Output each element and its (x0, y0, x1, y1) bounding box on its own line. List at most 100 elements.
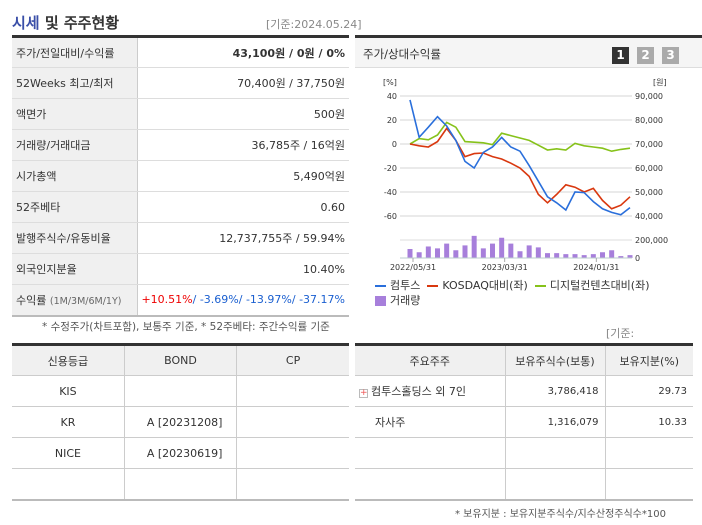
volume-bar (425, 246, 431, 258)
right-unit: [원] (653, 78, 667, 87)
info-label: 52Weeks 최고/최저 (12, 67, 138, 99)
chart-title: 주가/상대수익률 (363, 47, 441, 61)
chart-page-2-button[interactable]: 2 (637, 47, 654, 64)
credit-cell (124, 375, 238, 407)
credit-rating-table: 신용등급 BOND CP KIS KR A [20231208] NICE A [202306… (12, 343, 349, 501)
volume-bar (499, 237, 505, 258)
price-chart: [%] [원] 40 90,000 20 80,000 0 70,000 -20 60,000 -4… (383, 78, 668, 272)
volume-bar (517, 251, 523, 258)
credit-cell (236, 437, 349, 469)
right-tick-label: 70,000 (635, 140, 663, 149)
table-row (355, 437, 693, 469)
holders-header: 보유주식수(보통) (505, 344, 606, 376)
holder-cell (505, 437, 606, 469)
credit-cell (236, 468, 349, 500)
info-value: 70,400원 / 37,750원 (137, 67, 349, 99)
credit-cell (236, 406, 349, 438)
volume-bar (435, 248, 440, 258)
holders-header: 보유지분(%) (605, 344, 693, 376)
credit-header: 신용등급 (12, 344, 125, 376)
credit-cell: A [20231208] (124, 406, 238, 438)
info-row: 거래량/거래대금 36,785주 / 16억원 (12, 129, 349, 161)
volume-bar (471, 235, 477, 258)
volume-bar (600, 252, 605, 258)
info-label: 52주베타 (12, 191, 138, 223)
left-tick-label: 20 (387, 116, 397, 125)
holders-note: * 보유지분 : 보유지분주식수/지수산정주식수*100 (455, 509, 666, 520)
chart-panel: 주가/상대수익률 1 2 3 [%] [원] 40 90,000 20 80,000 0 70… (355, 35, 702, 310)
volume-bar (462, 245, 468, 258)
volume-bar (526, 245, 532, 258)
info-label: 주가/전일대비/수익률 (12, 36, 138, 68)
table-row: 자사주 1,316,079 10.33 (355, 406, 693, 438)
series-line (409, 127, 631, 210)
volume-bar (572, 254, 578, 258)
x-tick-label: 2024/01/31 (573, 263, 619, 272)
table-row: + 컴투스홀딩스 외 7인 3,786,418 29.73 (355, 375, 693, 407)
info-value: 500원 (137, 98, 349, 130)
volume-bar (618, 256, 624, 258)
x-tick-label: 2023/03/31 (482, 263, 528, 272)
info-value: 5,490억원 (137, 160, 349, 192)
volume-bar (444, 243, 450, 258)
asof-date: [기준:2024.05.24] (266, 18, 362, 31)
credit-cell (12, 468, 125, 500)
holder-cell (605, 437, 693, 469)
volume-bar (416, 252, 422, 258)
table-row (12, 468, 349, 500)
holder-name: 자사주 (375, 416, 406, 429)
chart-header: 주가/상대수익률 1 2 3 (355, 38, 702, 68)
legend-line-icon (375, 285, 386, 287)
volume-bar (609, 250, 615, 258)
credit-cell: NICE (12, 437, 125, 469)
info-label: 액면가 (12, 98, 138, 130)
volume-bar (627, 255, 633, 258)
info-value: 12,737,755주 / 59.94% (137, 222, 349, 254)
legend-line-icon (427, 285, 439, 287)
major-holders-table: 주요주주 보유주식수(보통) 보유지분(%) + 컴투스홀딩스 외 7인 3,786,41… (355, 343, 693, 501)
credit-header: CP (236, 344, 349, 376)
price-note: * 수정주가(차트포함), 보통주 기준, * 52주베타: 주간수익률 기준 (42, 321, 330, 333)
chart-legend: 컴투스 KOSDAQ대비(좌) 디지털컨텐츠대비(좌) 거래량 (375, 278, 702, 308)
x-tick-label: 2022/05/31 (390, 263, 436, 272)
credit-cell: A [20230619] (124, 437, 238, 469)
left-tick-label: 0 (392, 140, 397, 149)
info-row: 주가/전일대비/수익률 43,100원 / 0원 / 0% (12, 36, 349, 68)
holder-cell: 29.73 (605, 375, 693, 407)
holder-cell (505, 468, 606, 500)
series-line (409, 121, 631, 153)
volume-bar (480, 248, 486, 258)
left-tick-label: -60 (384, 212, 397, 221)
table-row: NICE A [20230619] (12, 437, 349, 469)
info-row: 발행주식수/유동비율 12,737,755주 / 59.94% (12, 222, 349, 254)
legend-compus: 컴투스 (375, 279, 420, 292)
credit-cell (236, 375, 349, 407)
info-row: 52주베타 0.60 (12, 191, 349, 223)
left-tick-label: 40 (387, 92, 397, 101)
volume-tick-label: 0 (635, 254, 640, 263)
legend-volume: 거래량 (375, 294, 420, 307)
table-row: KIS (12, 375, 349, 407)
volume-bar (453, 250, 459, 258)
info-label: 발행주식수/유동비율 (12, 222, 138, 254)
info-row: 52Weeks 최고/최저 70,400원 / 37,750원 (12, 67, 349, 99)
credit-cell: KR (12, 406, 125, 438)
left-tick-label: -40 (384, 188, 397, 197)
volume-bar (554, 253, 560, 258)
expand-icon[interactable]: + (359, 388, 368, 398)
chart-page-1-button[interactable]: 1 (612, 47, 629, 64)
volume-bar (407, 249, 413, 258)
legend-bar-icon (375, 296, 386, 306)
legend-line-icon (534, 285, 546, 287)
returns-row: 수익률 (1M/3M/6M/1Y) +10.51%/ -3.69%/ -13.97… (12, 284, 349, 316)
chart-page-3-button[interactable]: 3 (662, 47, 679, 64)
credit-cell: KIS (12, 375, 125, 407)
info-value: 36,785주 / 16억원 (137, 129, 349, 161)
info-row: 외국인지분율 10.40% (12, 253, 349, 285)
holder-cell (605, 468, 693, 500)
credit-cell (124, 468, 238, 500)
info-value: 10.40% (137, 253, 349, 285)
volume-bar (581, 255, 587, 258)
price-info-table: 주가/전일대비/수익률 43,100원 / 0원 / 0% 52Weeks 최고/최… (12, 35, 349, 317)
info-value: 0.60 (137, 191, 349, 223)
